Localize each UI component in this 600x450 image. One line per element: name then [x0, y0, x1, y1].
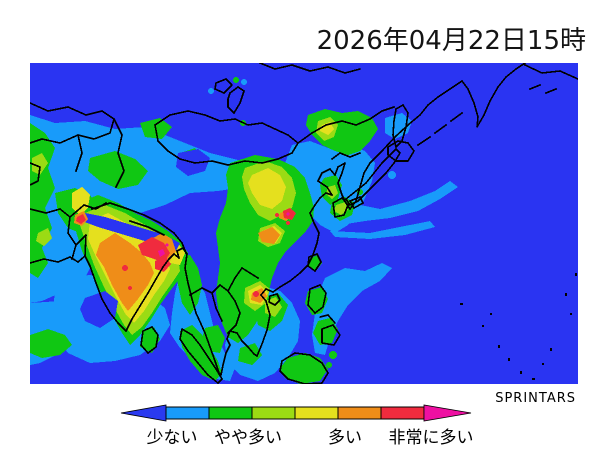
india-north-border — [91, 202, 187, 254]
central-asia-borders — [30, 102, 125, 188]
small-islands — [460, 273, 577, 380]
legend-head-arrow — [423, 404, 472, 422]
sri-lanka-outline — [140, 326, 159, 354]
korea-china-border — [331, 152, 361, 160]
aerosol-map-svg — [30, 63, 578, 384]
legend-label-very-high: 非常に多い — [388, 428, 474, 448]
northeast-corner-coastline — [524, 64, 578, 80]
borneo-outline — [279, 352, 329, 384]
arctic-coastline — [259, 63, 361, 74]
aerosol-layer-pink — [158, 212, 290, 257]
philippines-outline — [307, 284, 341, 346]
hainan-outline — [268, 293, 281, 306]
kuril-islands — [417, 84, 557, 146]
legend-label-low: 少ない — [146, 428, 198, 448]
sakhalin-outline — [392, 104, 409, 148]
legend-tail-arrow — [120, 404, 167, 422]
taiwan-outline — [307, 253, 322, 272]
legend-segments — [165, 406, 425, 420]
legend-colorbar — [113, 401, 483, 425]
mainland-asia-coastline — [30, 63, 526, 376]
japan-outline — [332, 140, 415, 218]
lake-balkhash — [214, 78, 233, 94]
sumatra-outline — [179, 328, 223, 384]
coastlines-borders — [30, 63, 578, 384]
aerosol-layer-red — [76, 208, 296, 297]
lake-baikal — [227, 86, 245, 114]
forecast-datetime: 2026年04月22日15時 — [316, 26, 586, 56]
legend-labels: 少ない やや多い 多い 非常に多い — [0, 423, 600, 448]
legend-label-moderate: やや多い — [214, 428, 282, 448]
russia-china-border — [297, 106, 395, 144]
legend-label-high: 多い — [328, 428, 362, 448]
indochina-borders — [189, 267, 259, 334]
aerosol-map — [30, 63, 578, 384]
mongolia-border — [154, 110, 299, 166]
sprintars-credit: SPRINTARS — [495, 391, 576, 406]
legend-colorbar-svg — [120, 404, 472, 422]
